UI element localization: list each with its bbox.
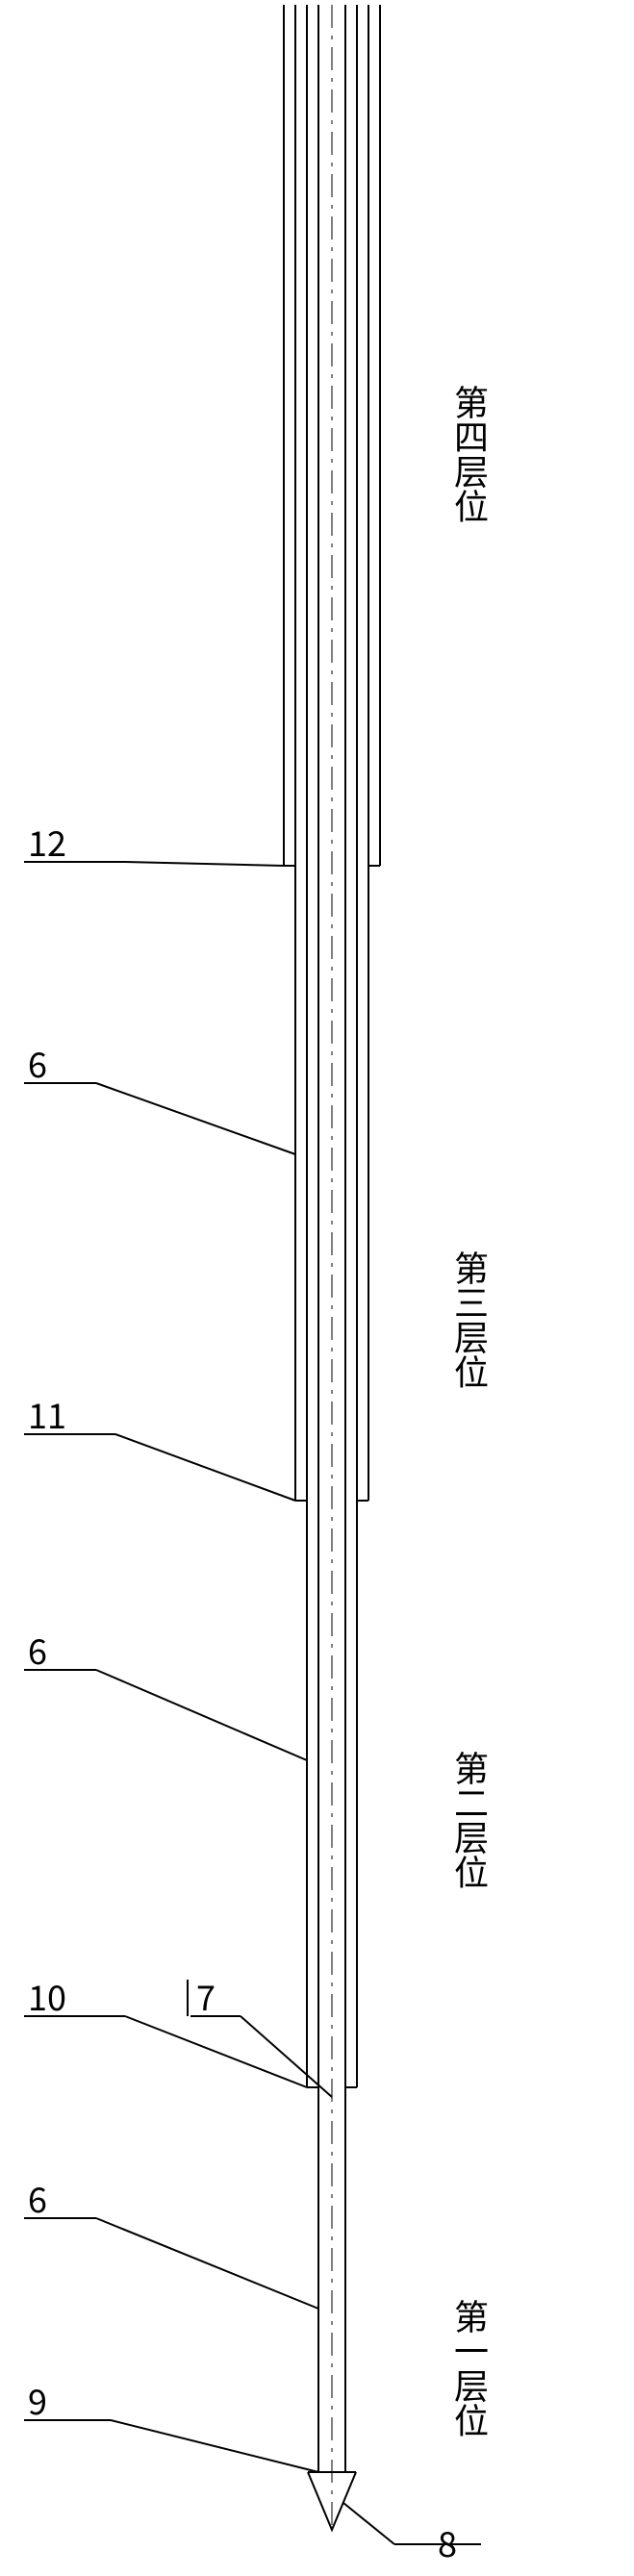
layer-label-s2: 第二层位 <box>446 1751 496 1889</box>
leader-L10: 10 <box>24 1971 307 2087</box>
leader-label-L6b: 6 <box>28 1625 47 1675</box>
leader-L6c: 6 <box>24 2173 318 2309</box>
layer-label-s1: 第一层位 <box>446 2299 496 2437</box>
layer-label-s4: 第四层位 <box>446 385 496 523</box>
leader-label-L11: 11 <box>28 1389 66 1439</box>
leader-label-L12: 12 <box>28 817 66 867</box>
leader-L6a: 6 <box>24 1038 295 1154</box>
leader-label-L6c: 6 <box>28 2173 47 2223</box>
leader-label-L10: 10 <box>28 1971 66 2021</box>
leader-label-L6a: 6 <box>28 1038 47 1088</box>
leader-L12: 12 <box>24 817 284 867</box>
layer-label-s3: 第三层位 <box>446 1250 496 1389</box>
leader-L8: 8 <box>343 2503 481 2567</box>
leader-L6b: 6 <box>24 1625 307 1760</box>
leader-L7: 7 <box>188 1971 332 2097</box>
leader-L9: 9 <box>24 2375 318 2472</box>
leader-label-L7: 7 <box>196 1971 216 2021</box>
technical-drawing: 第四层位第三层位第二层位第一层位 12 6 11 6 10 7 6 9 8 <box>0 0 634 2576</box>
leader-label-L9: 9 <box>28 2375 47 2425</box>
leader-L11: 11 <box>24 1389 295 1501</box>
leader-label-L8: 8 <box>438 2517 457 2567</box>
